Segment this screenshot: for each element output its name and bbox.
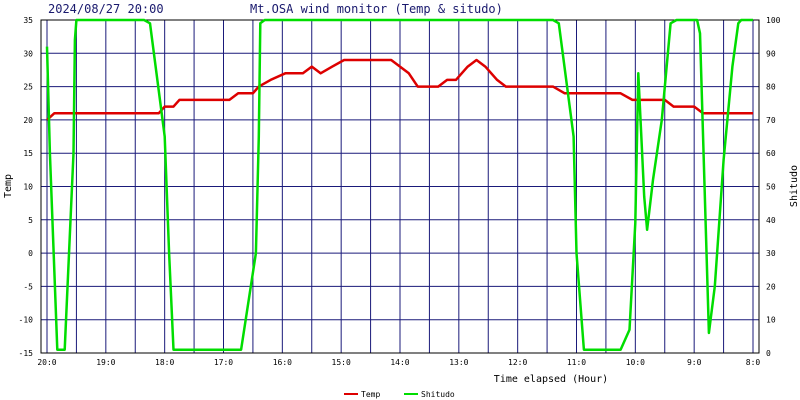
y-tick-label-right: 20: [766, 282, 776, 291]
y-tick-label-left: 35: [23, 16, 33, 25]
x-tick-label: 9:0: [687, 358, 702, 367]
y-tick-label-left: 15: [23, 149, 33, 158]
series-line-shitudo: [45, 18, 753, 351]
y-tick-label-right: 30: [766, 249, 776, 258]
x-tick-label: 17:0: [214, 358, 233, 367]
y-tick-label-right: 10: [766, 316, 776, 325]
series-line-temp: [46, 58, 753, 121]
y-tick-label-left: 0: [28, 249, 33, 258]
y-tick-label-right: 40: [766, 216, 776, 225]
x-tick-label: 16:0: [273, 358, 292, 367]
y-tick-label-right: 80: [766, 83, 776, 92]
y-tick-label-right: 60: [766, 149, 776, 158]
legend-label-shitudo: Shitudo: [421, 390, 455, 399]
y-tick-label-right: 90: [766, 49, 776, 58]
x-tick-label: 19:0: [96, 358, 115, 367]
y-tick-label-left: -15: [19, 349, 34, 358]
y-tick-label-right: 50: [766, 183, 776, 192]
x-tick-label: 20:0: [37, 358, 56, 367]
y-tick-label-left: -5: [23, 282, 33, 291]
y-tick-label-left: 30: [23, 49, 33, 58]
x-tick-label: 13:0: [449, 358, 468, 367]
x-tick-label: 14:0: [390, 358, 409, 367]
series: [45, 18, 753, 351]
x-tick-label: 15:0: [332, 358, 351, 367]
y-tick-label-left: 5: [28, 216, 33, 225]
y-tick-label-left: -10: [19, 316, 34, 325]
x-tick-label: 8:0: [746, 358, 761, 367]
y-tick-label-left: 20: [23, 116, 33, 125]
y-axis-label-left: Temp: [3, 174, 14, 198]
x-tick-label: 18:0: [155, 358, 174, 367]
x-tick-label: 12:0: [508, 358, 527, 367]
y-tick-label-right: 0: [766, 349, 771, 358]
axis-ticks: -15 -10 -5 0 5 10 15 20 25 30 35 0 10 20 30 40 50 60 70 80 9…: [19, 16, 781, 367]
y-tick-label-right: 70: [766, 116, 776, 125]
x-tick-label: 11:0: [567, 358, 586, 367]
legend-label-temp: Temp: [361, 390, 380, 399]
y-tick-label-left: 25: [23, 83, 33, 92]
chart-title: Mt.OSA wind monitor (Temp & situdo): [250, 2, 503, 16]
x-axis-label: Time elapsed (Hour): [494, 374, 608, 385]
y-tick-label-right: 100: [766, 16, 781, 25]
legend: Temp Shitudo: [344, 390, 455, 399]
y-axis-label-right: Shitudo: [789, 165, 800, 207]
y-tick-label-left: 10: [23, 183, 33, 192]
x-tick-label: 10:0: [626, 358, 645, 367]
header-timestamp: 2024/08/27 20:00: [48, 2, 164, 16]
